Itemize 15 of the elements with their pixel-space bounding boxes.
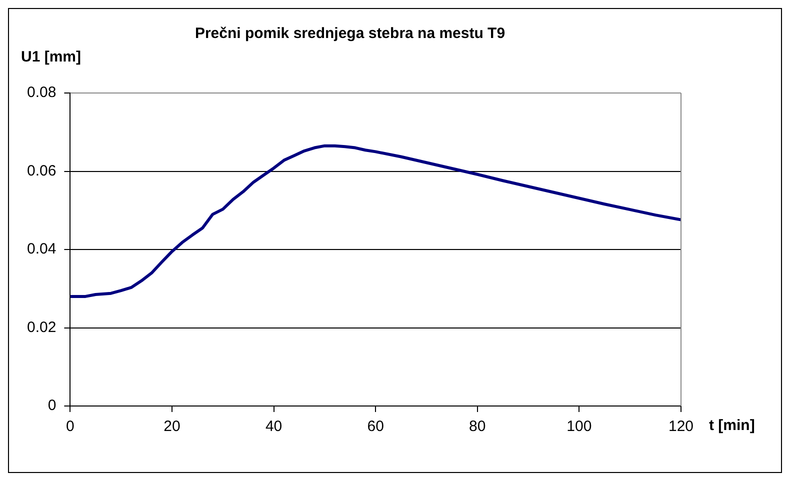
x-axis-title: t [min] — [709, 417, 755, 434]
x-tick-label: 60 — [367, 418, 384, 436]
y-axis-title: U1 [mm] — [21, 48, 82, 66]
chart-title: Prečni pomik srednjega stebra na mestu T9 — [194, 25, 506, 42]
x-tick-label: 20 — [164, 418, 180, 436]
x-tick-label: 80 — [469, 418, 486, 436]
x-tick-label: 120 — [668, 418, 694, 436]
y-tick-label: 0.08 — [26, 84, 56, 102]
y-tick-label: 0.02 — [26, 318, 56, 336]
y-tick-label: 0.06 — [26, 162, 56, 180]
x-tick-label: 100 — [566, 418, 592, 436]
y-tick-label: 0 — [48, 397, 56, 414]
x-tick-label: 40 — [265, 418, 282, 436]
y-tick-label: 0.04 — [26, 240, 56, 258]
x-tick-label: 0 — [66, 418, 74, 436]
